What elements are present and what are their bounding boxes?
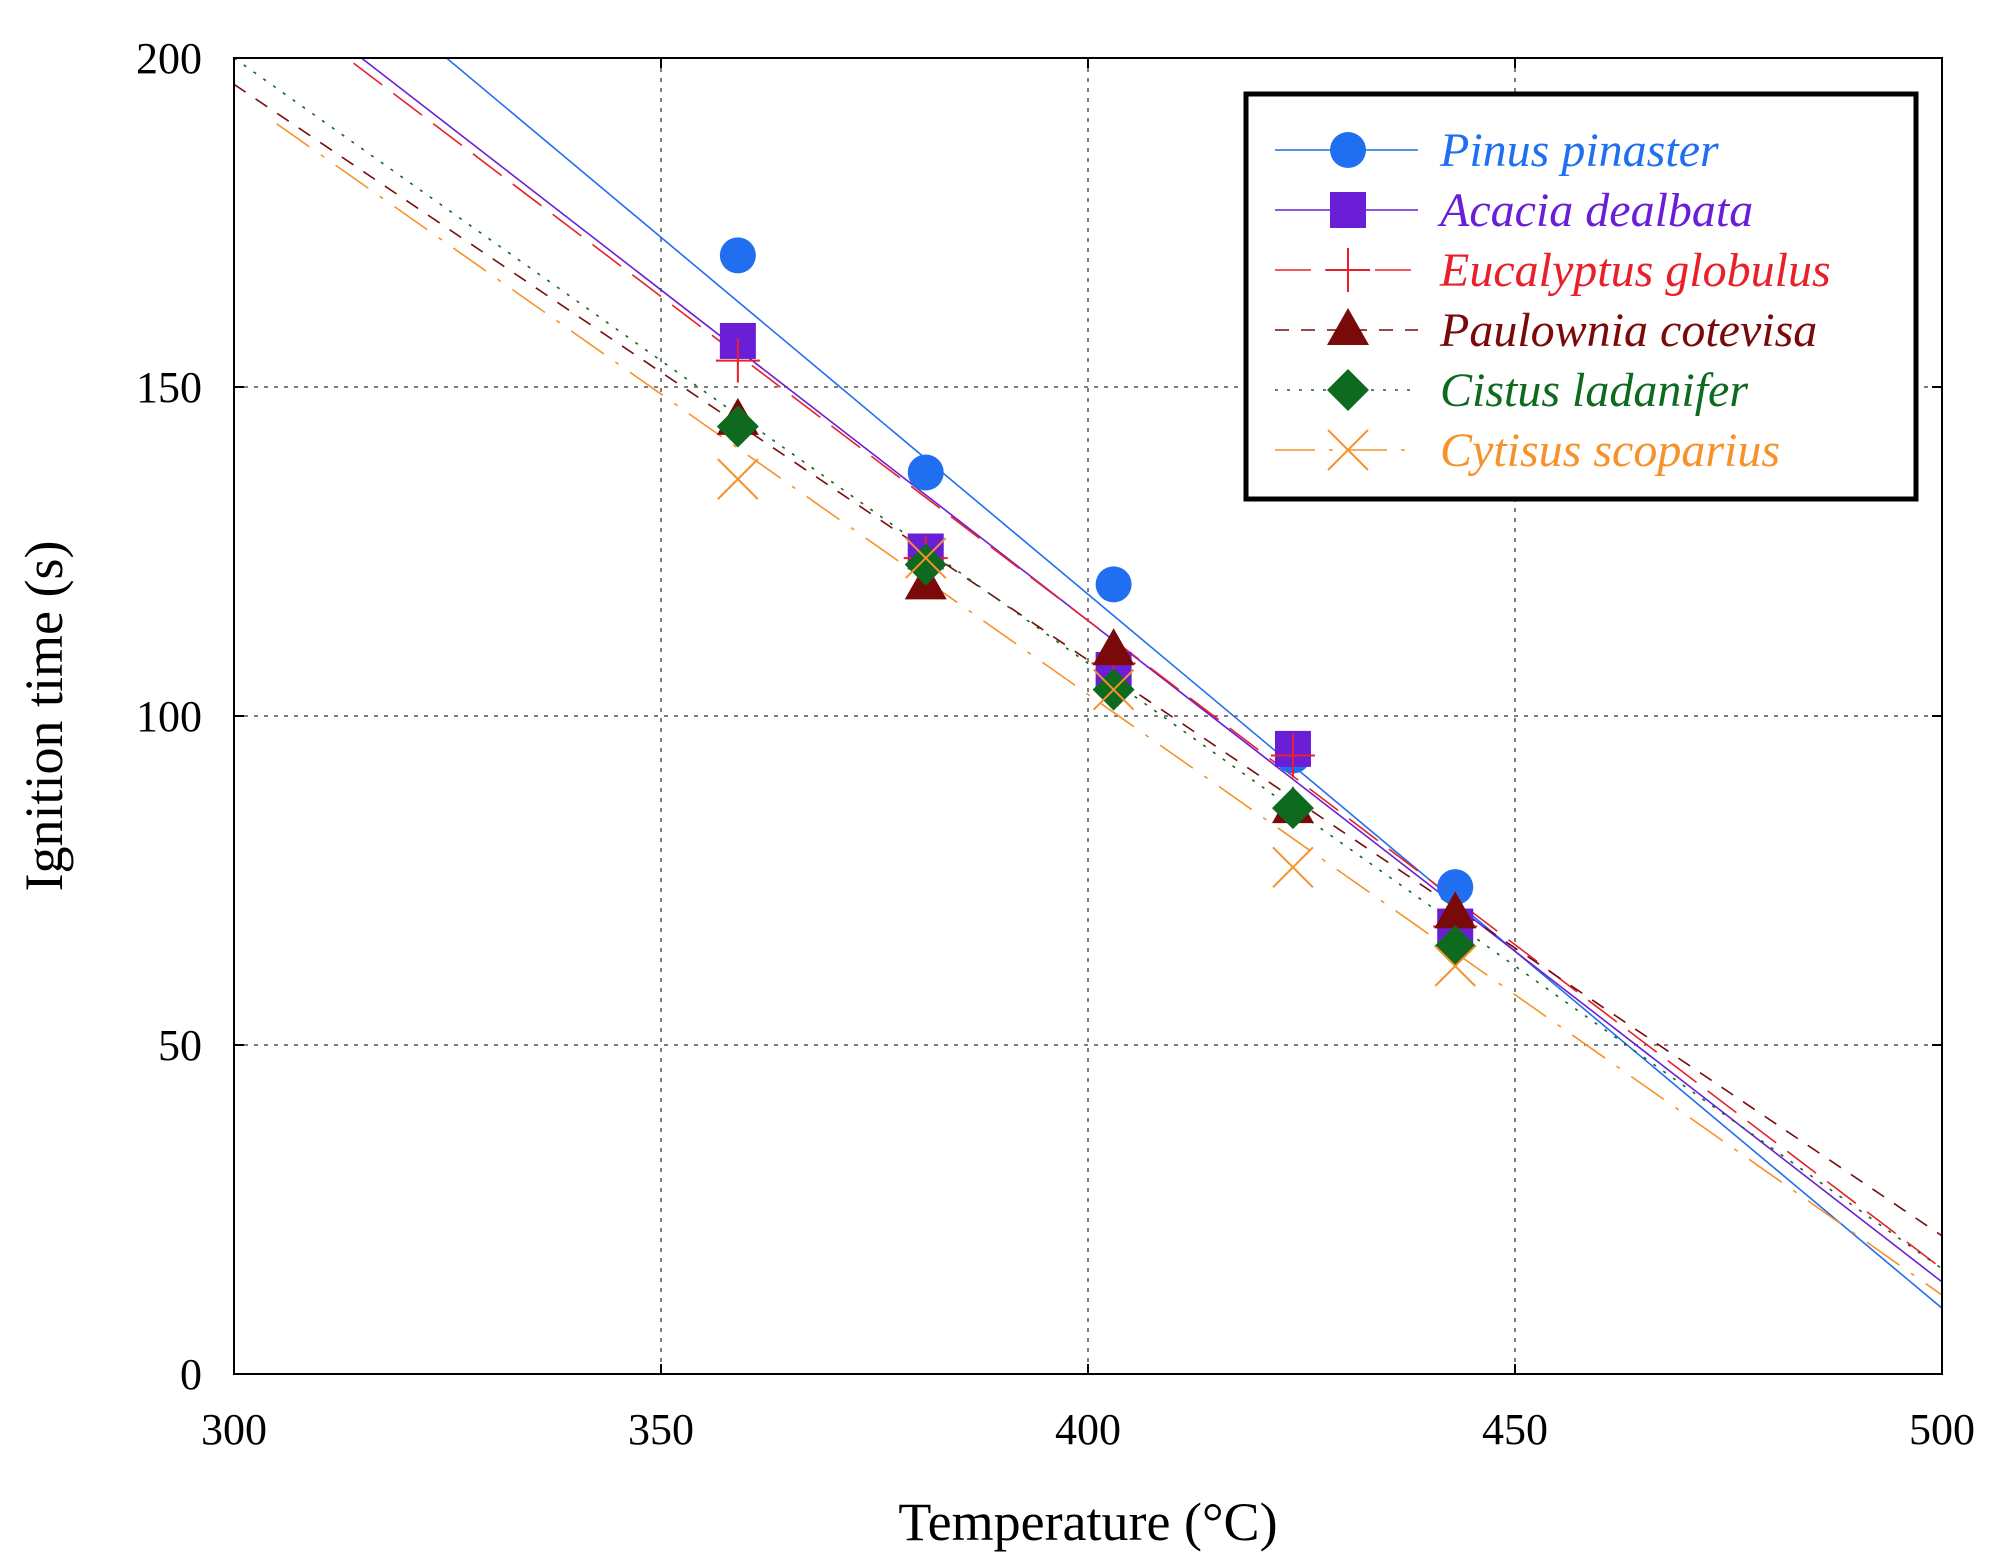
legend-label: Paulownia cotevisa: [1439, 304, 1817, 357]
data-point: [907, 454, 944, 491]
legend-item: Acacia dealbata: [1275, 184, 1753, 237]
y-tick-label: 100: [136, 692, 202, 741]
y-tick-label: 150: [136, 363, 202, 412]
fit-lines: [234, 58, 1942, 1309]
data-point: [904, 543, 947, 586]
data-markers: [715, 237, 1478, 987]
legend-marker: [1327, 369, 1369, 411]
legend-marker: [1330, 132, 1366, 168]
x-tick-label: 450: [1482, 1405, 1548, 1454]
legend-label: Cistus ladanifer: [1440, 364, 1748, 417]
legend-marker: [1327, 308, 1369, 345]
fit-line: [276, 123, 1942, 1296]
data-point: [1271, 787, 1314, 830]
legend-label: Acacia dealbata: [1437, 184, 1753, 237]
legend: Pinus pinaster Acacia dealbata Eucalyptus …: [1243, 91, 1919, 502]
data-point: [717, 458, 759, 500]
x-tick-label: 400: [1055, 1405, 1121, 1454]
legend-marker: [1326, 248, 1370, 292]
legend-marker: [1330, 192, 1366, 228]
fit-line: [234, 58, 1942, 1270]
y-axis-label: Ignition time (s): [14, 541, 74, 892]
data-point: [1272, 846, 1314, 889]
data-point: [715, 338, 760, 383]
x-tick-label: 300: [201, 1405, 267, 1454]
legend-item: Cytisus scoparius: [1275, 424, 1780, 477]
fit-line: [234, 83, 1942, 1237]
legend-item: Pinus pinaster: [1275, 124, 1719, 177]
data-point: [1434, 891, 1477, 929]
data-point: [1092, 668, 1135, 711]
y-tick-label: 0: [180, 1350, 202, 1399]
legend-marker: [1327, 429, 1369, 471]
y-tick-label: 50: [158, 1021, 202, 1070]
data-point: [1434, 945, 1476, 987]
data-point: [1437, 869, 1474, 906]
x-tick-label: 350: [628, 1405, 694, 1454]
fit-line: [345, 58, 1942, 1270]
tick-labels: 300 350 400 450 500 0 50 100 150 200: [136, 34, 1975, 1454]
legend-item: Eucalyptus globulus: [1275, 244, 1831, 297]
data-point: [719, 237, 756, 274]
fit-line: [445, 58, 1942, 1309]
x-tick-label: 500: [1909, 1405, 1975, 1454]
data-point: [905, 537, 947, 579]
legend-item: Cistus ladanifer: [1275, 364, 1748, 417]
data-point: [1270, 733, 1315, 778]
legend-label: Eucalyptus globulus: [1439, 244, 1831, 297]
data-point: [1095, 566, 1132, 603]
legend-item: Paulownia cotevisa: [1275, 304, 1817, 357]
legend-label: Cytisus scoparius: [1440, 424, 1780, 477]
y-tick-label: 200: [136, 34, 202, 83]
x-axis-label: Temperature (°C): [898, 1492, 1277, 1552]
data-point: [716, 405, 759, 448]
data-point: [1092, 628, 1135, 666]
legend-label: Pinus pinaster: [1439, 124, 1719, 177]
